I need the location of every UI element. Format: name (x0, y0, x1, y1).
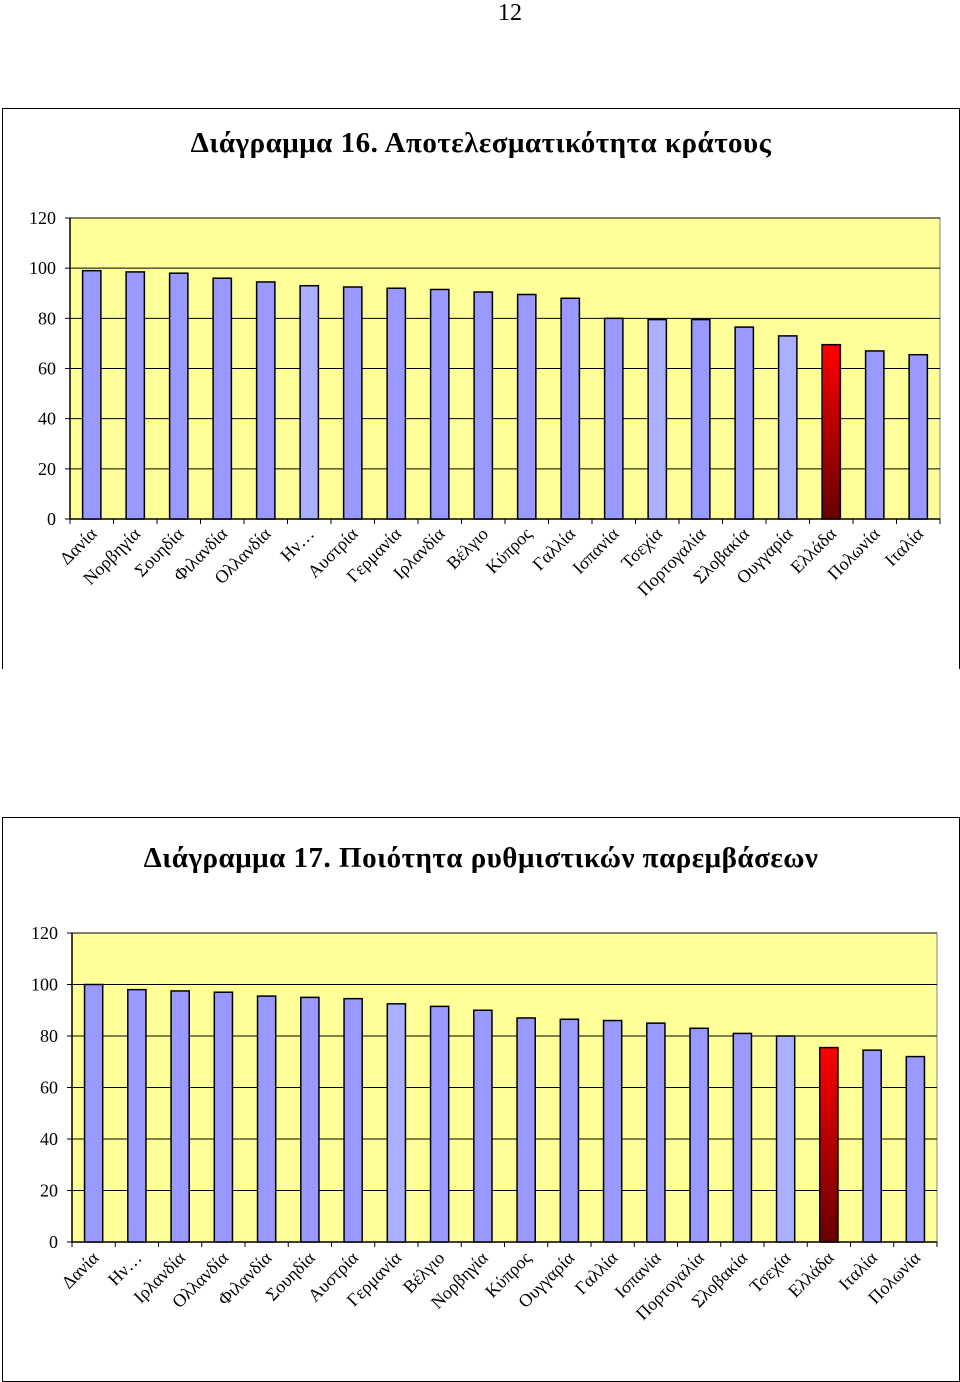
bar (777, 335, 798, 520)
bar (602, 1019, 623, 1243)
y-tick-label: 60 (38, 359, 56, 379)
category-label: Ιταλία (881, 523, 928, 570)
bar (864, 350, 885, 520)
y-tick-label: 60 (40, 1078, 58, 1098)
bar (168, 272, 189, 520)
y-tick-label: 80 (38, 308, 56, 328)
category-label: Δανία (58, 1247, 103, 1292)
y-tick-label: 100 (31, 975, 58, 995)
bar (429, 288, 450, 520)
chart-16: Διάγραμμα 16. Αποτελεσματικότητα κράτους… (2, 108, 960, 669)
category-label: Ισπανία (568, 523, 623, 578)
page-number: 12 (498, 0, 522, 26)
bar (127, 988, 147, 1243)
y-tick-label: 120 (29, 208, 56, 228)
bar (516, 293, 537, 520)
bar (429, 1005, 450, 1243)
bar (559, 1018, 580, 1243)
bar (603, 317, 624, 520)
bar (646, 1022, 666, 1243)
y-tick-label: 40 (38, 409, 56, 429)
bar (560, 297, 581, 520)
bar (732, 1032, 753, 1243)
bar (473, 1009, 493, 1243)
y-tick-label: 40 (40, 1129, 58, 1149)
bar (299, 284, 320, 520)
bar (300, 996, 320, 1243)
bar (690, 318, 711, 520)
bar (775, 1035, 796, 1243)
bar (821, 343, 842, 520)
bar (386, 1003, 407, 1243)
bar (862, 1049, 882, 1243)
bar (125, 271, 146, 520)
y-tick-label: 20 (38, 459, 56, 479)
bar (213, 991, 234, 1243)
bar (212, 277, 233, 520)
bar (343, 997, 363, 1243)
bar (386, 287, 407, 520)
y-tick-label: 120 (31, 923, 58, 943)
bar (255, 281, 276, 520)
bar (516, 1017, 536, 1243)
bar (170, 990, 190, 1243)
bar (256, 995, 277, 1243)
bar (81, 269, 102, 520)
chart-16-svg: 020406080100120ΔανίαΝορβηγίαΣουηδίαΦιλαν… (29, 208, 941, 600)
bar (819, 1046, 839, 1243)
bar (689, 1027, 709, 1243)
chart-title: Διάγραμμα 16. Αποτελεσματικότητα κράτους (190, 127, 772, 159)
category-label: Κύπρος (482, 524, 536, 578)
bar (734, 326, 755, 520)
bar (908, 353, 929, 520)
y-tick-label: 20 (40, 1181, 58, 1201)
category-label: Ελλάδα (784, 1247, 838, 1301)
bar (83, 983, 104, 1243)
bar (473, 291, 494, 520)
bar (647, 318, 668, 520)
bar (342, 286, 363, 520)
y-tick-label: 0 (47, 509, 56, 529)
y-tick-label: 80 (40, 1026, 58, 1046)
chart-17: Διάγραμμα 17. Ποιότητα ρυθμιστικών παρεμ… (2, 817, 960, 1382)
y-tick-label: 100 (29, 258, 56, 278)
y-tick-label: 0 (49, 1232, 58, 1252)
bar (905, 1055, 926, 1243)
chart-title: Διάγραμμα 17. Ποιότητα ρυθμιστικών παρεμ… (143, 842, 819, 874)
